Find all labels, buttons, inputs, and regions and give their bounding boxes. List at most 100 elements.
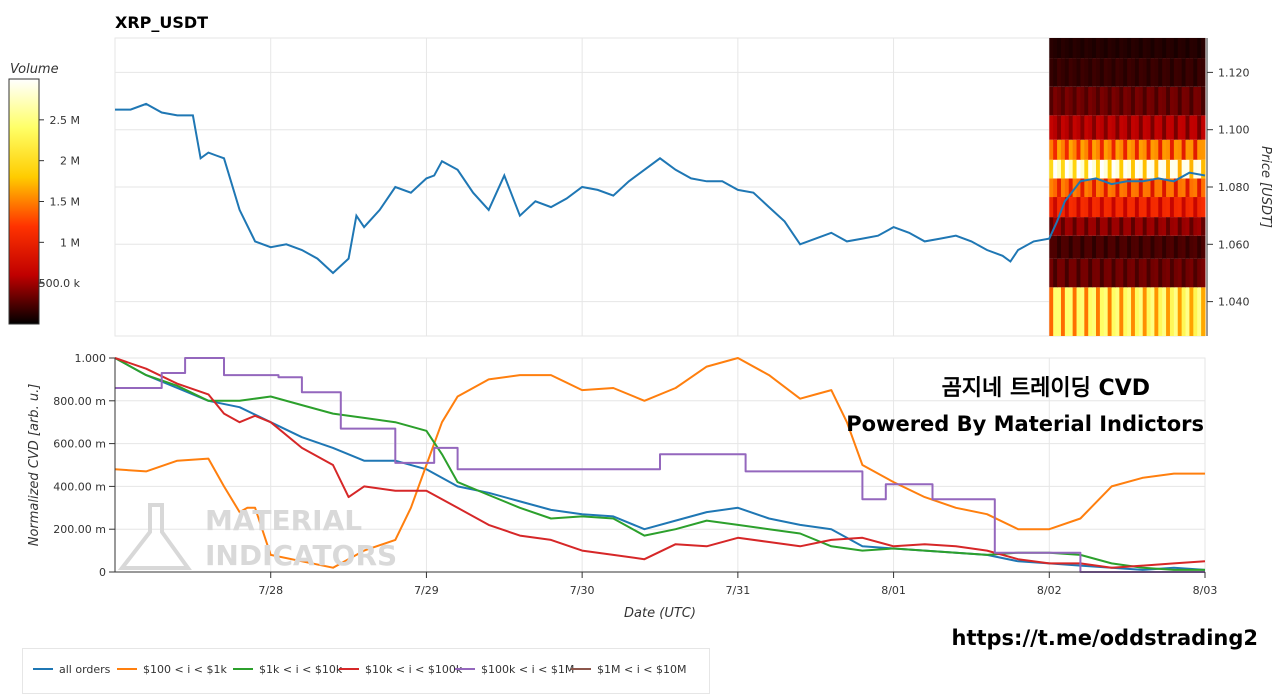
heatmap-cell — [1123, 235, 1128, 259]
heatmap-cell — [1060, 139, 1066, 160]
heatmap-cell — [1099, 235, 1105, 259]
heatmap-cell — [1096, 159, 1101, 179]
heatmap-cell — [1072, 115, 1078, 140]
heatmap-cell — [1181, 86, 1187, 116]
heatmap-cell — [1060, 38, 1066, 59]
heatmap-cell — [1053, 86, 1058, 116]
heatmap-cell — [1111, 58, 1116, 87]
heatmap-cell — [1150, 159, 1155, 179]
heatmap-cell — [1115, 178, 1120, 198]
heatmap-cell — [1076, 178, 1081, 198]
heatmap-cell — [1049, 86, 1054, 116]
colorbar-gradient — [8, 78, 40, 325]
heatmap-cell — [1131, 38, 1136, 59]
heatmap-cell — [1158, 139, 1163, 160]
heatmap-cell — [1177, 58, 1183, 87]
heatmap-cell — [1115, 197, 1120, 218]
heatmap-cell — [1103, 178, 1109, 198]
heatmap-cell — [1080, 139, 1085, 160]
colorbar-tick-label: 1 M — [60, 236, 80, 249]
heatmap-cell — [1053, 178, 1058, 198]
heatmap-cell — [1197, 139, 1202, 160]
heatmap-cell — [1096, 38, 1101, 59]
heatmap-cell — [1076, 258, 1081, 288]
legend-item[interactable]: $10k < i < $100k — [339, 663, 462, 676]
legend-item[interactable]: $1k < i < $10k — [233, 663, 342, 676]
heatmap-cell — [1123, 38, 1128, 59]
heatmap-cell — [1099, 115, 1105, 140]
heatmap-cell — [1146, 86, 1151, 116]
heatmap-cell — [1185, 258, 1190, 288]
heatmap-cell — [1138, 58, 1144, 87]
heatmap-cell — [1173, 86, 1179, 116]
heatmap-cell — [1111, 197, 1116, 218]
heatmap-cell — [1064, 115, 1070, 140]
legend-item[interactable]: $100k < i < $1M — [455, 663, 574, 676]
cvd-xtick-label: 7/30 — [570, 584, 595, 597]
heatmap-cell — [1053, 197, 1058, 218]
legend-item[interactable]: $1M < i < $10M — [571, 663, 686, 676]
heatmap-cell — [1185, 115, 1190, 140]
heatmap-cell — [1099, 86, 1105, 116]
heatmap-cell — [1154, 139, 1159, 160]
heatmap-cell — [1072, 139, 1078, 160]
heatmap-cell — [1080, 58, 1085, 87]
heatmap-cell — [1080, 38, 1085, 59]
heatmap-cell — [1181, 139, 1187, 160]
legend-item[interactable]: all orders — [33, 663, 110, 676]
heatmap-cell — [1053, 115, 1058, 140]
heatmap-cell — [1201, 159, 1206, 179]
price-chart-title: XRP_USDT — [115, 13, 208, 32]
cvd-xtick-label: 7/28 — [258, 584, 283, 597]
heatmap-cell — [1099, 217, 1105, 236]
heatmap-cell — [1158, 178, 1163, 198]
heatmap-cell — [1166, 115, 1171, 140]
heatmap-cell — [1099, 159, 1105, 179]
heatmap-cell — [1064, 38, 1070, 59]
heatmap-cell — [1076, 139, 1081, 160]
heatmap-cell — [1142, 235, 1148, 259]
heatmap-cell — [1103, 139, 1109, 160]
heatmap-cell — [1134, 217, 1140, 236]
heatmap-cell — [1150, 178, 1155, 198]
heatmap-cell — [1150, 235, 1155, 259]
heatmap-cell — [1127, 159, 1132, 179]
heatmap-cell — [1064, 217, 1070, 236]
heatmap-cell — [1154, 197, 1159, 218]
telegram-link[interactable]: https://t.me/oddstrading2 — [952, 626, 1259, 650]
heatmap-cell — [1123, 217, 1128, 236]
heatmap-cell — [1181, 159, 1187, 179]
heatmap-cell — [1166, 38, 1171, 59]
heatmap-cell — [1197, 38, 1202, 59]
heatmap-cell — [1131, 139, 1136, 160]
heatmap-cell — [1049, 235, 1054, 259]
heatmap-cell — [1127, 197, 1132, 218]
heatmap-cell — [1193, 178, 1198, 198]
heatmap-cell — [1201, 235, 1206, 259]
heatmap-cell — [1146, 235, 1151, 259]
heatmap-cell — [1138, 258, 1144, 288]
heatmap-cell — [1162, 235, 1167, 259]
watermark-line2: INDICATORS — [205, 539, 397, 572]
heatmap-cell — [1119, 115, 1124, 140]
legend-item[interactable]: $100 < i < $1k — [117, 663, 227, 676]
heatmap-cell — [1111, 235, 1116, 259]
heatmap-cell — [1049, 178, 1054, 198]
heatmap-cell — [1154, 115, 1159, 140]
heatmap-cell — [1057, 178, 1062, 198]
heatmap-cell — [1142, 217, 1148, 236]
heatmap-cell — [1169, 258, 1175, 288]
heatmap-cell — [1096, 235, 1101, 259]
heatmap-cell — [1146, 159, 1151, 179]
heatmap-cell — [1193, 115, 1198, 140]
heatmap-cell — [1068, 58, 1074, 87]
heatmap-cell — [1096, 86, 1101, 116]
heatmap-cell — [1053, 287, 1058, 336]
heatmap-cell — [1076, 217, 1081, 236]
heatmap-cell — [1060, 58, 1066, 87]
legend-swatch — [117, 668, 137, 670]
heatmap-cell — [1201, 38, 1206, 59]
heatmap-cell — [1103, 38, 1109, 59]
heatmap-cell — [1096, 197, 1101, 218]
